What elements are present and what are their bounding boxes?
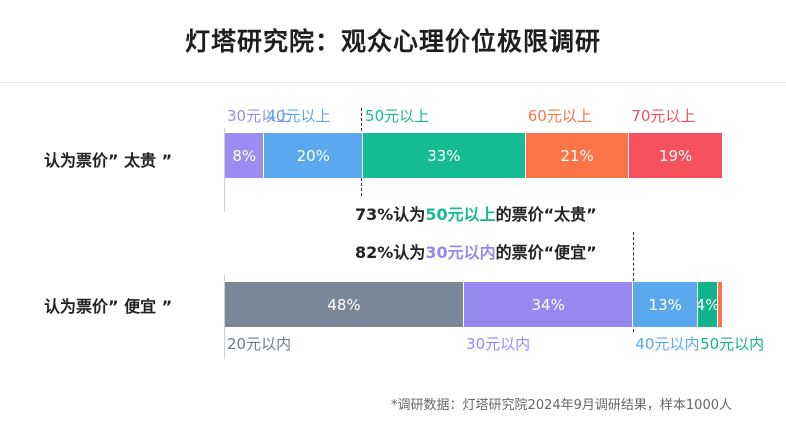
data-label: 21%	[560, 146, 594, 165]
bar-segment: 19%	[629, 133, 723, 178]
legend-label: 70元以上	[631, 107, 696, 125]
legend-label: 20元以内	[227, 335, 292, 353]
title-divider	[0, 82, 786, 83]
annotation-expensive-highlight: 50元以上	[425, 205, 496, 224]
bar-segment: 34%	[464, 282, 634, 327]
legend-label: 50元以上	[365, 107, 430, 125]
bar-axis-bottom	[224, 275, 225, 359]
legend-label: 30元以上	[227, 107, 292, 125]
data-label: 48%	[327, 295, 361, 314]
legend-label: 40元以上	[266, 107, 331, 125]
data-label: 34%	[531, 295, 565, 314]
bar-segment: 48%	[225, 282, 465, 327]
annotation-cheap-prefix: 82%认为	[355, 243, 426, 262]
data-label: 8%	[232, 146, 257, 165]
legend-label: 40元以内	[635, 335, 700, 353]
row-label-expensive: 认为票价” 太贵 ”	[44, 151, 173, 170]
annotation-cheap-suffix: 的票价“便宜”	[495, 243, 597, 262]
chart-title: 灯塔研究院：观众心理价位极限调研	[184, 27, 601, 56]
annotation-expensive: 73%认为50元以上的票价“太贵”	[355, 201, 597, 225]
legend-label: 60元以上	[527, 107, 592, 125]
bar-segment: 33%	[363, 133, 526, 178]
annotation-cheap: 82%认为30元以内的票价“便宜”	[355, 239, 597, 263]
legend-label: 50元以内	[700, 335, 765, 353]
annotation-cheap-highlight: 30元以内	[425, 243, 496, 262]
bar-segment: 21%	[525, 133, 630, 178]
legend-label: 30元以内	[466, 335, 531, 353]
data-label: 19%	[658, 146, 693, 165]
row-label-cheap: 认为票价” 便宜 ”	[44, 297, 173, 316]
data-label: 4%	[698, 296, 717, 314]
bar-segment: 13%	[633, 282, 699, 327]
bar-axis-top	[224, 128, 225, 212]
data-label: 13%	[648, 295, 682, 314]
footnote: *调研数据：灯塔研究院2024年9月调研结果，样本1000人	[391, 398, 732, 413]
bar-segment: 4%	[698, 282, 718, 327]
annotation-expensive-suffix: 的票价“太贵”	[495, 205, 597, 224]
data-label: 20%	[296, 146, 330, 165]
data-label: 33%	[427, 146, 461, 165]
bar-segment: 8%	[225, 133, 265, 178]
bar-segment	[718, 282, 723, 327]
bar-segment: 20%	[264, 133, 364, 178]
annotation-expensive-prefix: 73%认为	[355, 205, 426, 224]
